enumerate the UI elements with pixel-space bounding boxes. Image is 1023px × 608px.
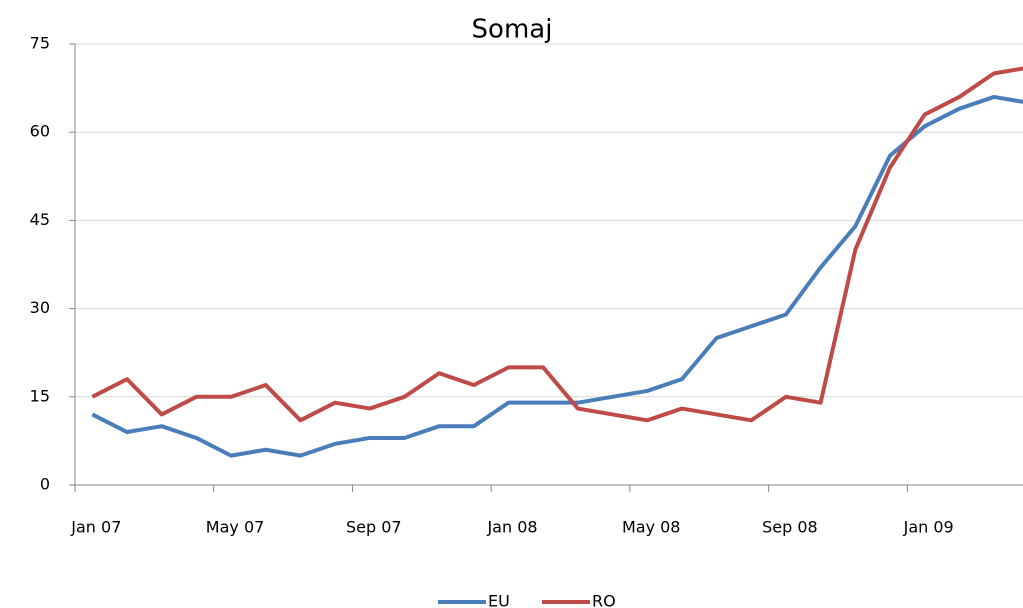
x-tick-label: Jan 08 (486, 518, 537, 537)
y-tick-label: 15 (30, 386, 50, 405)
legend-label: RO (592, 592, 616, 608)
x-tick-label: May 08 (622, 518, 681, 537)
x-tick-label: Sep 07 (346, 518, 402, 537)
x-tick-label: Jan 07 (70, 518, 121, 537)
line-series (91, 94, 1023, 458)
x-tick-label: May 07 (206, 518, 265, 537)
legend-label: EU (488, 592, 510, 608)
y-tick-label: 30 (30, 298, 50, 317)
x-tick-label: Sep 08 (762, 518, 818, 537)
x-tick-label: Jan 09 (903, 518, 954, 537)
y-tick-label: 75 (30, 34, 50, 53)
y-tick-label: 0 (40, 475, 50, 494)
y-tick-label: 60 (30, 122, 50, 141)
y-tick-label: 45 (30, 210, 50, 229)
line-series (91, 66, 1023, 423)
chart-title: Somaj (472, 15, 553, 45)
